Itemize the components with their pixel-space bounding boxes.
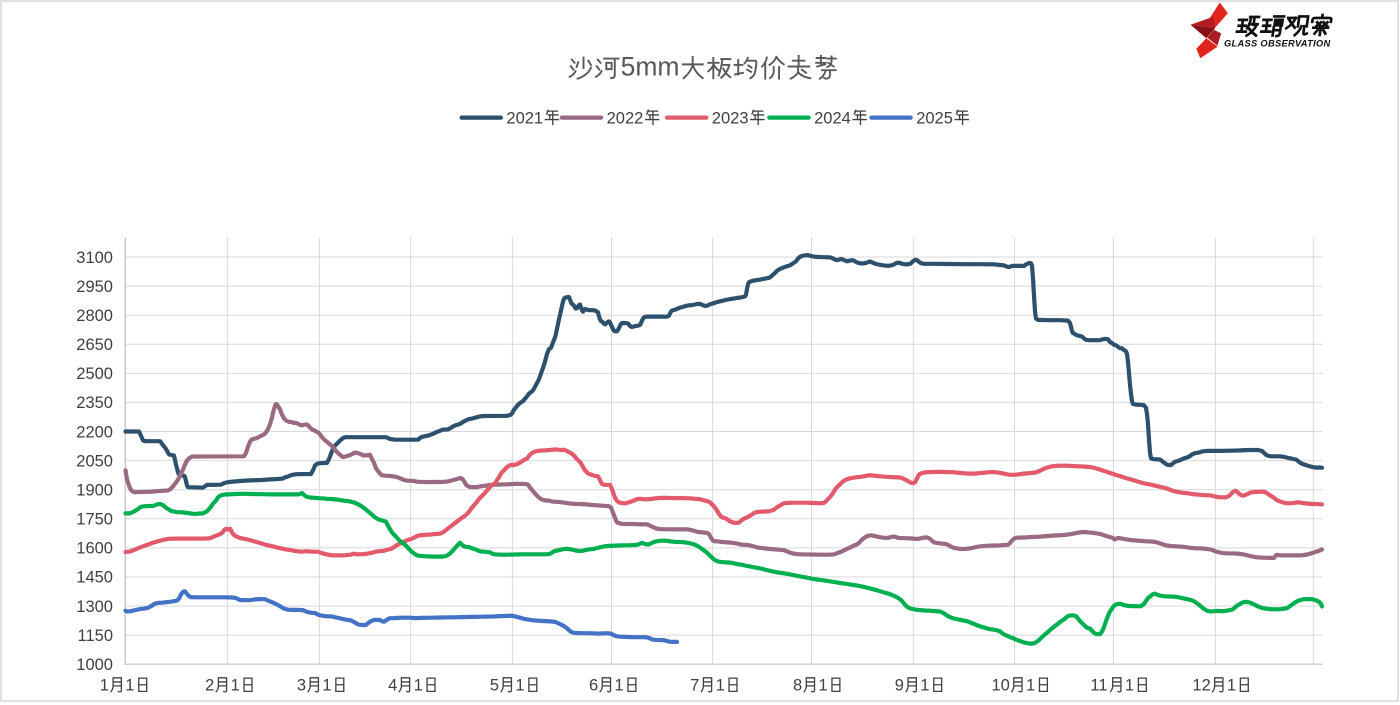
svg-text:1: 1: [920, 677, 929, 695]
svg-text:2023: 2023: [712, 109, 749, 127]
svg-text:2350: 2350: [76, 394, 113, 412]
svg-text:1: 1: [100, 677, 109, 695]
svg-text:4: 4: [388, 677, 397, 695]
svg-text:1: 1: [414, 677, 423, 695]
svg-text:1: 1: [1227, 677, 1236, 695]
svg-text:1: 1: [322, 677, 331, 695]
svg-text:1: 1: [1026, 677, 1035, 695]
svg-text:6: 6: [589, 677, 598, 695]
svg-text:1900: 1900: [76, 482, 113, 500]
svg-text:1750: 1750: [76, 511, 113, 529]
svg-text:2024: 2024: [814, 109, 851, 127]
svg-text:1300: 1300: [76, 598, 113, 616]
svg-text:2021: 2021: [506, 109, 543, 127]
svg-text:2025: 2025: [916, 109, 953, 127]
svg-text:1: 1: [125, 677, 134, 695]
svg-text:2950: 2950: [76, 278, 113, 296]
svg-text:1: 1: [231, 677, 240, 695]
svg-text:2050: 2050: [76, 452, 113, 470]
svg-text:2022: 2022: [607, 109, 644, 127]
svg-text:2200: 2200: [76, 423, 113, 441]
svg-text:GLASS OBSERVATION: GLASS OBSERVATION: [1224, 39, 1331, 49]
svg-text:1: 1: [716, 677, 725, 695]
svg-text:1600: 1600: [76, 540, 113, 558]
svg-text:8: 8: [793, 677, 802, 695]
svg-text:1: 1: [819, 677, 828, 695]
svg-text:1000: 1000: [76, 656, 113, 674]
svg-text:12: 12: [1192, 677, 1210, 695]
svg-text:7: 7: [690, 677, 699, 695]
svg-text:5mm: 5mm: [621, 52, 680, 82]
svg-text:9: 9: [895, 677, 904, 695]
svg-text:2500: 2500: [76, 365, 113, 383]
svg-text:3: 3: [297, 677, 306, 695]
svg-text:1: 1: [1125, 677, 1134, 695]
svg-text:3100: 3100: [76, 249, 113, 267]
svg-text:11: 11: [1090, 677, 1107, 695]
svg-text:1: 1: [615, 677, 624, 695]
svg-text:2: 2: [205, 677, 214, 695]
svg-text:1150: 1150: [78, 627, 113, 645]
svg-text:2650: 2650: [76, 336, 113, 354]
svg-text:2800: 2800: [76, 307, 113, 325]
svg-text:1450: 1450: [76, 569, 113, 587]
svg-text:5: 5: [490, 677, 499, 695]
svg-text:10: 10: [992, 677, 1010, 695]
svg-text:1: 1: [515, 677, 524, 695]
